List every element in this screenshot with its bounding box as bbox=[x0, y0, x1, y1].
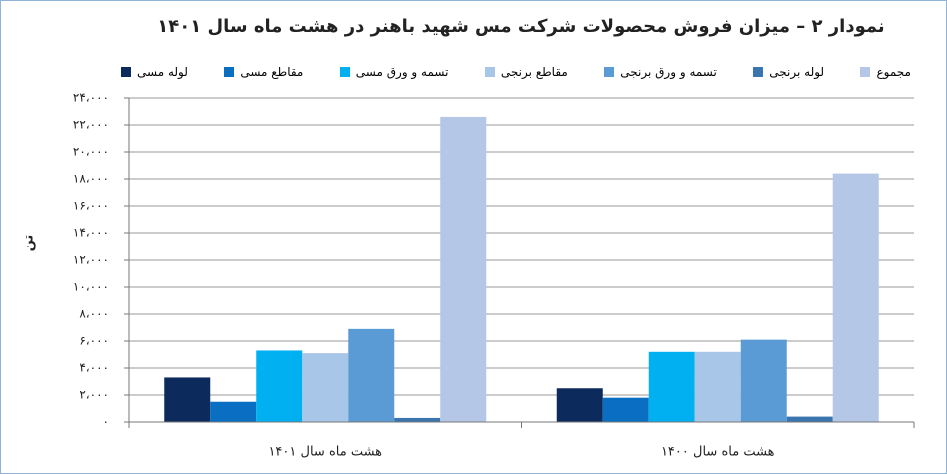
bar bbox=[164, 377, 211, 422]
y-tick-label: ۱۶،۰۰۰ bbox=[73, 199, 109, 213]
legend-label: مجموع bbox=[876, 65, 911, 79]
legend-label: تسمه و ورق مسی bbox=[355, 65, 449, 79]
legend: لوله مسی مقاطع مسی تسمه و ورق مسی مقاطع برن… bbox=[121, 65, 911, 79]
bar bbox=[832, 173, 879, 422]
legend-label: لوله برنجی bbox=[769, 65, 825, 79]
legend-swatch bbox=[339, 67, 350, 77]
y-tick-label: ۲۴،۰۰۰ bbox=[73, 91, 109, 105]
y-tick-label: ۸،۰۰۰ bbox=[79, 307, 109, 321]
legend-item: لوله برنجی bbox=[753, 65, 824, 79]
y-axis-label: تن bbox=[22, 235, 37, 252]
bar bbox=[694, 351, 741, 422]
y-tick-label: ۱۴،۰۰۰ bbox=[73, 226, 109, 240]
legend-item: مجموع bbox=[860, 65, 911, 79]
legend-label: مقاطع برنجی bbox=[500, 65, 568, 79]
bar bbox=[740, 339, 787, 422]
bar bbox=[786, 416, 833, 422]
legend-swatch bbox=[121, 67, 131, 77]
bar bbox=[440, 116, 487, 423]
y-tick-label: ۰ bbox=[103, 415, 109, 429]
y-tick-label: ۴،۰۰۰ bbox=[79, 361, 109, 375]
legend-swatch bbox=[224, 67, 235, 77]
x-tick-label: هشت ماه سال ۱۴۰۱ bbox=[268, 445, 382, 460]
bar bbox=[348, 328, 395, 422]
legend-swatch bbox=[604, 67, 615, 77]
legend-swatch bbox=[860, 67, 871, 77]
bar bbox=[602, 397, 649, 422]
bar bbox=[256, 350, 303, 422]
y-tick-label: ۱۸،۰۰۰ bbox=[73, 172, 109, 186]
y-tick-label: ۱۲،۰۰۰ bbox=[73, 253, 109, 267]
y-tick-label: ۲۲،۰۰۰ bbox=[73, 118, 109, 132]
legend-swatch bbox=[753, 67, 764, 77]
y-tick-label: ۶،۰۰۰ bbox=[79, 334, 109, 348]
legend-item: تسمه و ورق مسی bbox=[339, 65, 449, 79]
chart-title: نمودار ۲ – میزان فروش محصولات شرکت مس شه… bbox=[157, 16, 884, 37]
legend-swatch bbox=[484, 67, 495, 77]
legend-item: لوله مسی bbox=[121, 65, 188, 79]
y-tick-label: ۲۰،۰۰۰ bbox=[73, 145, 109, 159]
bar bbox=[648, 351, 695, 422]
bar bbox=[302, 353, 349, 422]
legend-label: لوله مسی bbox=[137, 65, 188, 79]
legend-label: تسمه و ورق برنجی bbox=[620, 65, 717, 79]
legend-item: مقاطع برنجی bbox=[484, 65, 568, 79]
bar bbox=[394, 417, 441, 422]
y-tick-label: ۲،۰۰۰ bbox=[79, 388, 109, 402]
legend-item: تسمه و ورق برنجی bbox=[604, 65, 717, 79]
bar bbox=[556, 388, 603, 422]
bar bbox=[210, 401, 257, 422]
x-tick-label: هشت ماه سال ۱۴۰۰ bbox=[661, 445, 775, 460]
legend-item: مقاطع مسی bbox=[224, 65, 303, 79]
y-tick-label: ۱۰،۰۰۰ bbox=[73, 280, 109, 294]
legend-label: مقاطع مسی bbox=[240, 65, 304, 79]
